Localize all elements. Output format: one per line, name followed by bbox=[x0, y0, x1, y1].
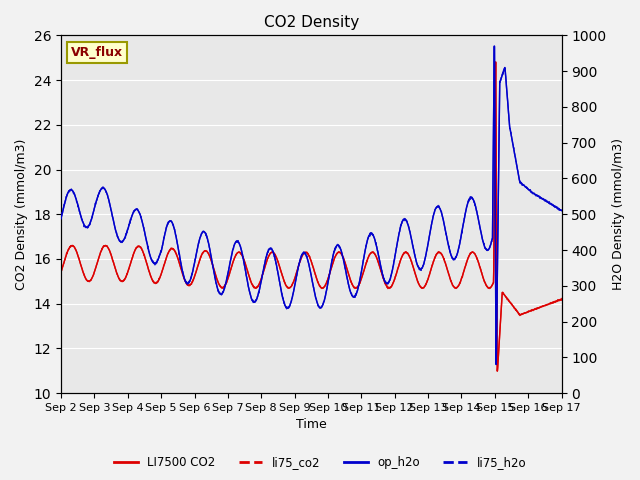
Text: VR_flux: VR_flux bbox=[71, 46, 123, 59]
Title: CO2 Density: CO2 Density bbox=[264, 15, 359, 30]
Legend: LI7500 CO2, li75_co2, op_h2o, li75_h2o: LI7500 CO2, li75_co2, op_h2o, li75_h2o bbox=[109, 452, 531, 474]
Y-axis label: H2O Density (mmol/m3): H2O Density (mmol/m3) bbox=[612, 138, 625, 290]
X-axis label: Time: Time bbox=[296, 419, 326, 432]
Y-axis label: CO2 Density (mmol/m3): CO2 Density (mmol/m3) bbox=[15, 139, 28, 290]
